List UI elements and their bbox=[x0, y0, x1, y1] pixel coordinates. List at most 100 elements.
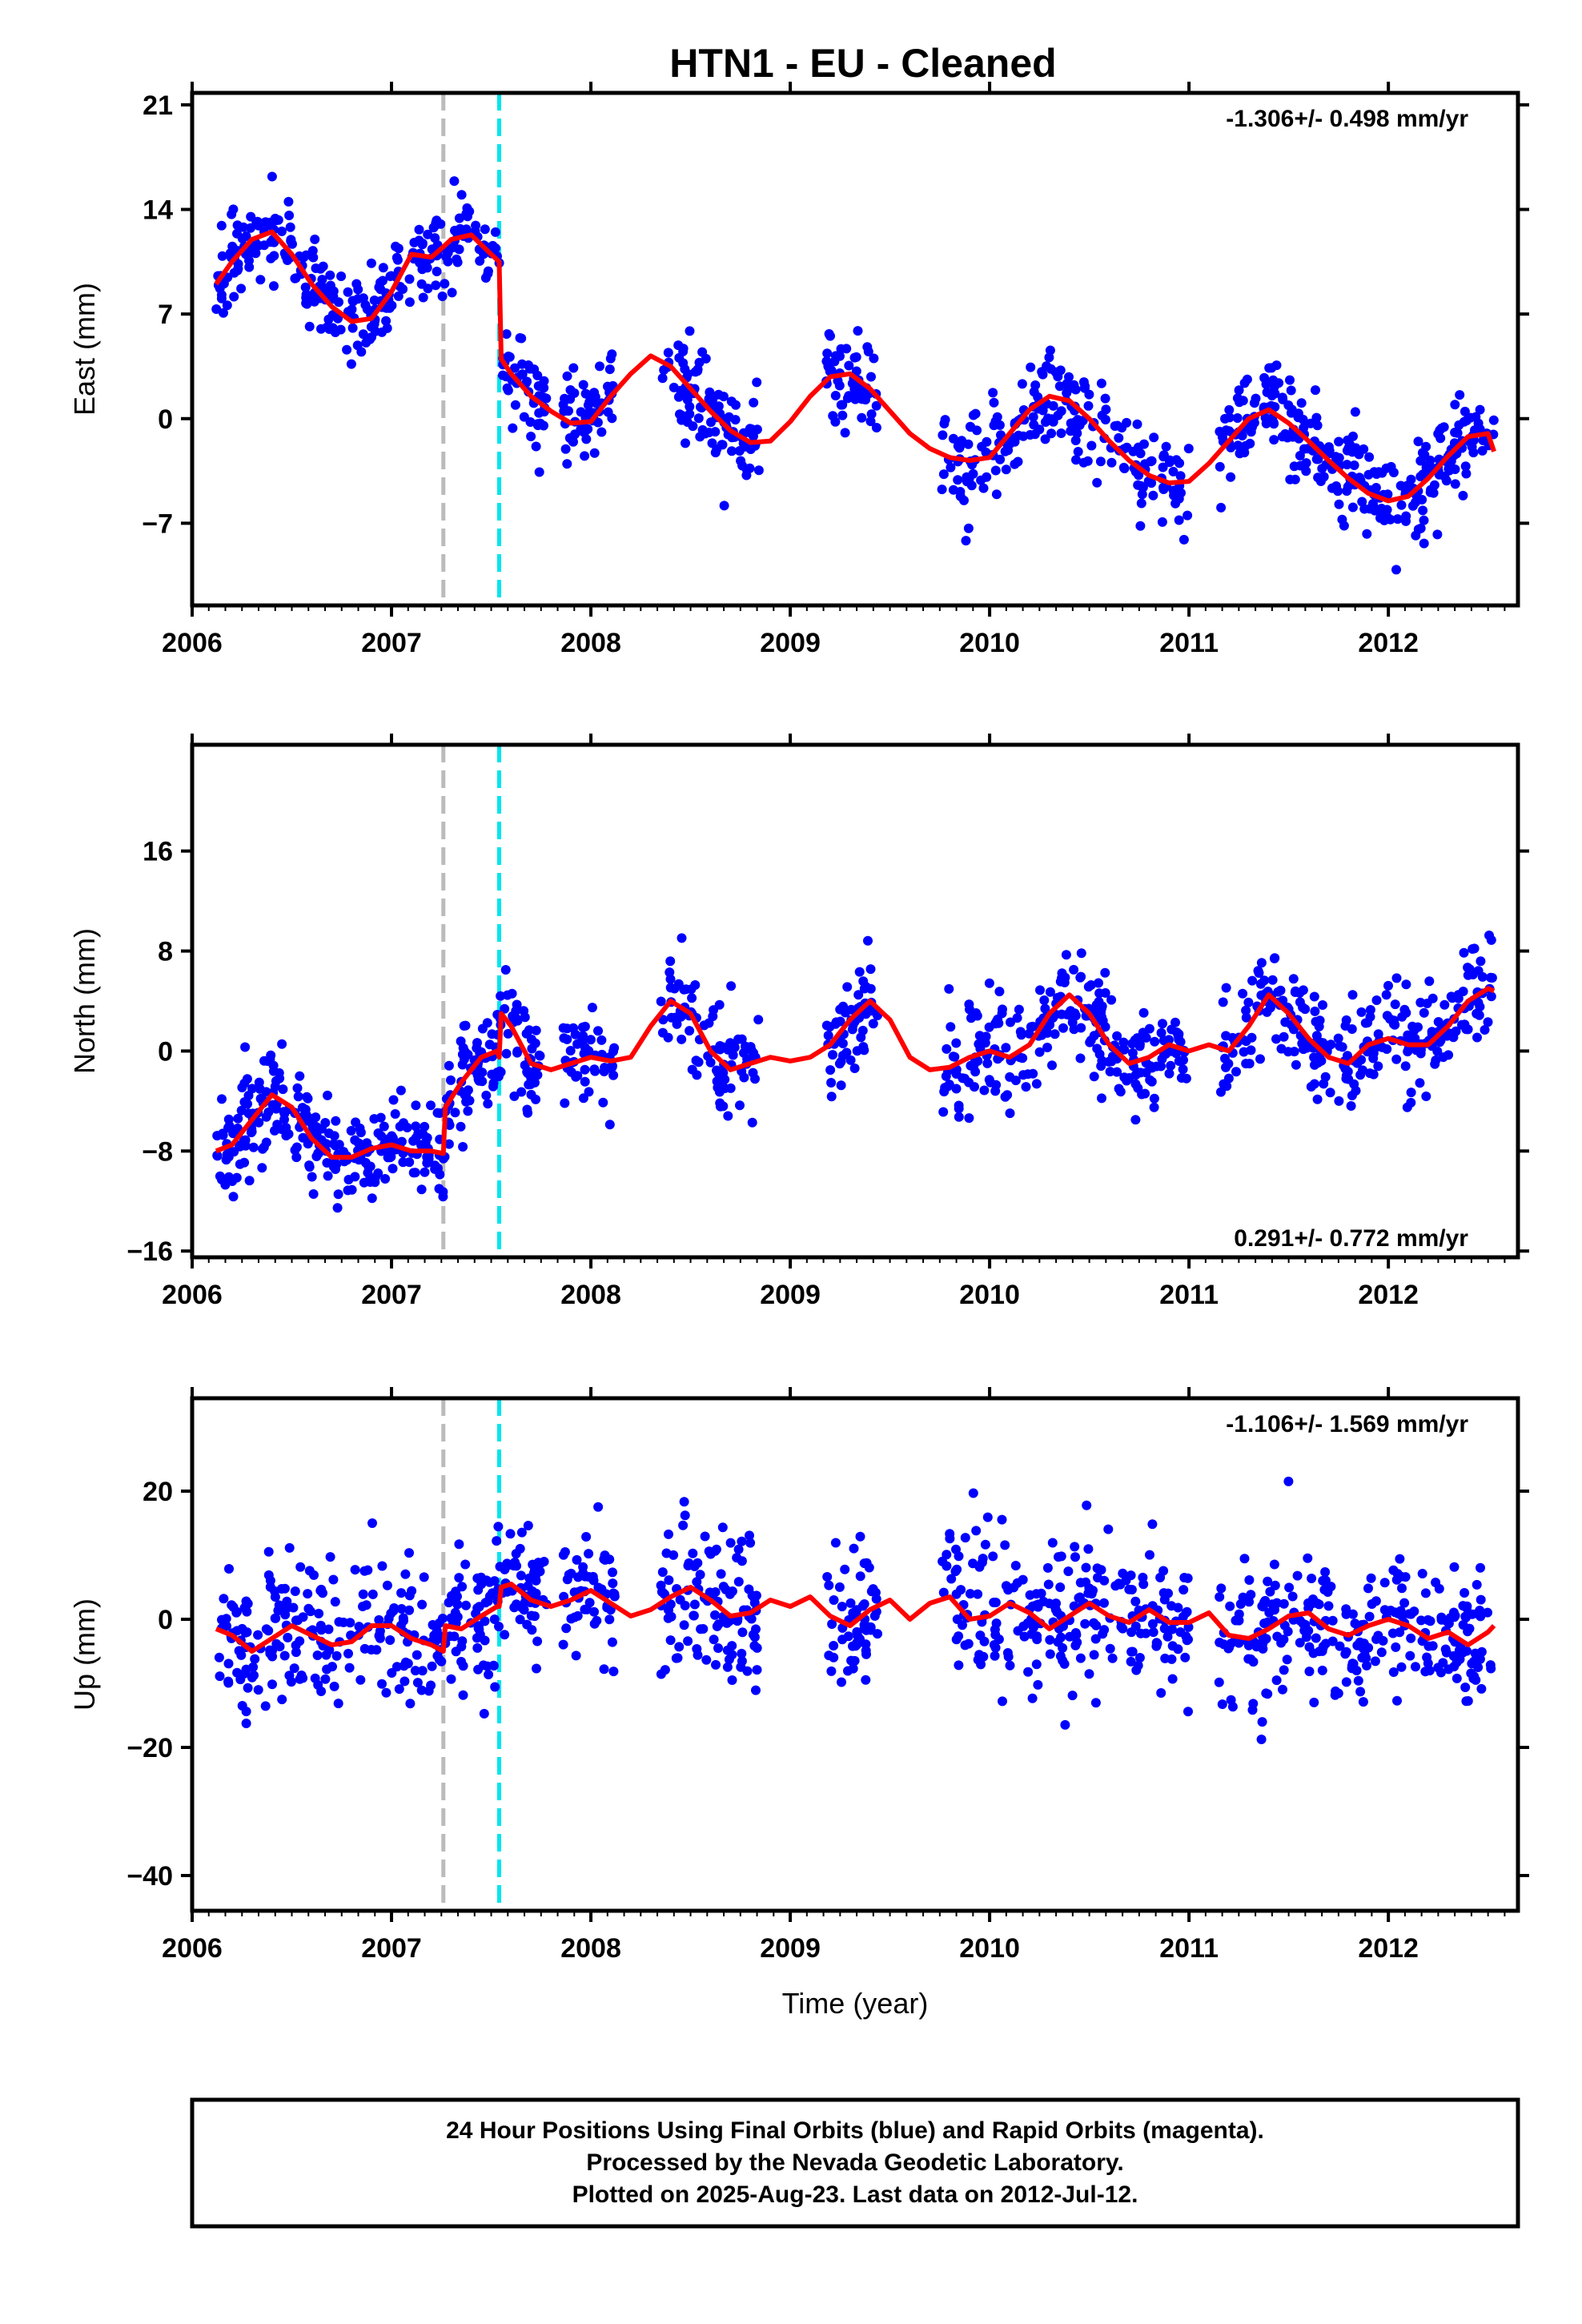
data-point bbox=[1070, 436, 1081, 445]
data-point bbox=[519, 1006, 529, 1016]
data-point bbox=[822, 1572, 833, 1582]
data-point bbox=[347, 323, 358, 333]
data-point bbox=[1415, 472, 1426, 482]
data-point bbox=[683, 1636, 693, 1647]
data-point bbox=[996, 430, 1006, 440]
data-point bbox=[472, 1603, 483, 1613]
data-point bbox=[493, 1072, 504, 1082]
data-point bbox=[1178, 534, 1189, 545]
data-point bbox=[1334, 499, 1344, 509]
data-point bbox=[1061, 950, 1071, 960]
data-point bbox=[1282, 1655, 1292, 1665]
data-point bbox=[312, 1651, 323, 1660]
data-point bbox=[1371, 995, 1382, 1005]
data-point bbox=[1224, 404, 1235, 415]
data-point bbox=[1158, 485, 1169, 494]
data-point bbox=[961, 536, 971, 546]
data-point bbox=[1460, 406, 1470, 416]
data-point bbox=[578, 1568, 588, 1578]
data-point bbox=[1046, 428, 1057, 439]
data-point bbox=[295, 1636, 305, 1647]
data-point bbox=[669, 1550, 679, 1560]
data-point bbox=[432, 1626, 442, 1636]
data-point bbox=[1407, 501, 1418, 511]
data-point bbox=[679, 1620, 689, 1630]
data-point bbox=[1138, 1007, 1149, 1018]
data-point bbox=[696, 1624, 706, 1634]
data-point bbox=[1419, 538, 1429, 549]
data-point bbox=[1090, 1634, 1101, 1644]
data-point bbox=[1178, 1585, 1189, 1595]
data-point bbox=[217, 251, 227, 261]
data-point bbox=[515, 1614, 525, 1625]
data-point bbox=[1417, 495, 1427, 505]
data-point bbox=[1015, 1027, 1026, 1037]
data-point bbox=[728, 1050, 738, 1060]
data-point bbox=[1091, 1620, 1102, 1630]
footer-line-3: Plotted on 2025-Aug-23. Last data on 201… bbox=[572, 2181, 1138, 2208]
data-point bbox=[302, 299, 312, 309]
data-point bbox=[354, 1138, 363, 1148]
data-point bbox=[490, 227, 500, 237]
data-point bbox=[1026, 362, 1036, 372]
data-point bbox=[1010, 1076, 1021, 1086]
data-point bbox=[824, 329, 834, 339]
data-point bbox=[871, 400, 881, 411]
data-point bbox=[1304, 1642, 1315, 1652]
data-point bbox=[1343, 1051, 1352, 1061]
data-point bbox=[685, 409, 695, 420]
data-point bbox=[564, 1570, 574, 1580]
data-point bbox=[981, 1031, 991, 1042]
data-point bbox=[1424, 976, 1435, 987]
data-point bbox=[1425, 487, 1435, 497]
data-point bbox=[1449, 1562, 1460, 1572]
data-point bbox=[1382, 1044, 1392, 1054]
data-point bbox=[234, 1646, 244, 1656]
data-point bbox=[1053, 410, 1063, 420]
data-point bbox=[851, 352, 861, 362]
data-point bbox=[233, 1113, 243, 1124]
data-point bbox=[713, 1619, 724, 1630]
data-point bbox=[657, 373, 668, 384]
data-point bbox=[1310, 1006, 1320, 1016]
data-point bbox=[1226, 472, 1236, 482]
data-point bbox=[1468, 970, 1478, 979]
data-point bbox=[1166, 1654, 1177, 1664]
data-point bbox=[291, 1647, 301, 1658]
data-point bbox=[1135, 521, 1146, 531]
data-point bbox=[456, 190, 467, 200]
data-point bbox=[239, 1078, 250, 1088]
data-point bbox=[1460, 1683, 1471, 1692]
data-point bbox=[379, 1121, 389, 1132]
data-point bbox=[1295, 451, 1305, 460]
x-tick-label: 2012 bbox=[1358, 1933, 1419, 1964]
data-point bbox=[1100, 967, 1110, 978]
data-point bbox=[824, 1651, 834, 1661]
data-point bbox=[450, 1108, 460, 1118]
data-point bbox=[665, 967, 675, 978]
data-point bbox=[1150, 1036, 1160, 1047]
data-point bbox=[865, 964, 876, 975]
data-point bbox=[311, 263, 321, 273]
data-point bbox=[589, 1064, 600, 1075]
data-point bbox=[1311, 385, 1320, 396]
data-point bbox=[1301, 458, 1311, 468]
data-point bbox=[1223, 1643, 1234, 1654]
data-point bbox=[1031, 1659, 1042, 1670]
data-point bbox=[382, 323, 392, 333]
data-point bbox=[501, 1048, 512, 1059]
data-point bbox=[1014, 1004, 1024, 1015]
data-point bbox=[745, 1530, 754, 1541]
data-point bbox=[366, 1645, 376, 1655]
data-point bbox=[664, 1529, 673, 1539]
data-point bbox=[873, 1629, 882, 1639]
data-point bbox=[938, 430, 948, 440]
x-tick-label: 2007 bbox=[361, 1280, 422, 1310]
data-point bbox=[303, 1139, 313, 1149]
data-point bbox=[1147, 1519, 1158, 1530]
data-point bbox=[1080, 381, 1090, 392]
data-point bbox=[1233, 440, 1243, 451]
data-point bbox=[1454, 1645, 1464, 1655]
data-point bbox=[1058, 1655, 1068, 1666]
data-point bbox=[533, 1558, 544, 1568]
